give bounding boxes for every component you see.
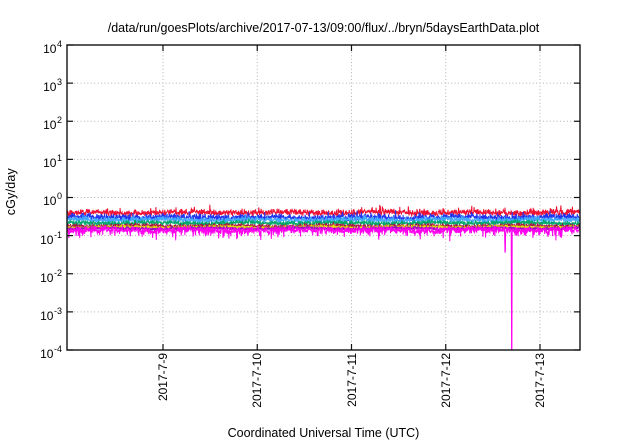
y-tick-label-1e-2: 10-2 — [18, 265, 62, 285]
y-tick-base: 10 — [40, 271, 54, 285]
trace-magenta — [66, 224, 580, 351]
y-tick-base: 10 — [43, 80, 57, 94]
y-tick-base: 10 — [43, 42, 57, 56]
y-tick-label-1e4: 104 — [18, 36, 62, 56]
y-tick-exp: -2 — [53, 268, 62, 278]
y-tick-label-1e2: 102 — [18, 112, 62, 132]
y-tick-exp: -4 — [53, 344, 62, 354]
y-tick-base: 10 — [40, 233, 54, 247]
x-tick-label-2017-7-12: 2017-7-12 — [439, 353, 453, 408]
x-tick-label-2017-7-9: 2017-7-9 — [156, 353, 170, 402]
y-tick-exp: 1 — [56, 153, 62, 163]
y-tick-label-1e3: 103 — [18, 74, 62, 94]
y-tick-label-1e0: 100 — [18, 188, 62, 208]
y-tick-label-1e-1: 10-1 — [18, 227, 62, 247]
y-tick-label-1e-3: 10-3 — [18, 303, 62, 323]
y-tick-base: 10 — [40, 309, 54, 323]
y-tick-base: 10 — [40, 347, 54, 361]
y-tick-base: 10 — [43, 194, 57, 208]
y-tick-exp: 0 — [56, 191, 62, 201]
trace-red — [66, 204, 581, 218]
y-tick-exp: 2 — [56, 115, 62, 125]
y-tick-base: 10 — [43, 156, 57, 170]
y-tick-exp: 4 — [56, 39, 62, 49]
y-axis-label: cGy/day — [4, 168, 18, 216]
x-tick-label-2017-7-13: 2017-7-13 — [533, 353, 547, 408]
plot-title: /data/run/goesPlots/archive/2017-07-13/0… — [107, 21, 540, 35]
y-tick-base: 10 — [43, 118, 57, 132]
y-tick-exp: -3 — [53, 306, 62, 316]
y-tick-label-1e1: 101 — [18, 150, 62, 170]
x-tick-label-2017-7-10: 2017-7-10 — [250, 353, 264, 408]
trace-green — [66, 217, 581, 228]
y-tick-exp: 3 — [56, 77, 62, 87]
x-tick-label-2017-7-11: 2017-7-11 — [345, 353, 359, 407]
x-axis-label: Coordinated Universal Time (UTC) — [227, 426, 420, 440]
y-tick-label-1e-4: 10-4 — [18, 341, 62, 361]
y-tick-exp: -1 — [53, 230, 62, 240]
